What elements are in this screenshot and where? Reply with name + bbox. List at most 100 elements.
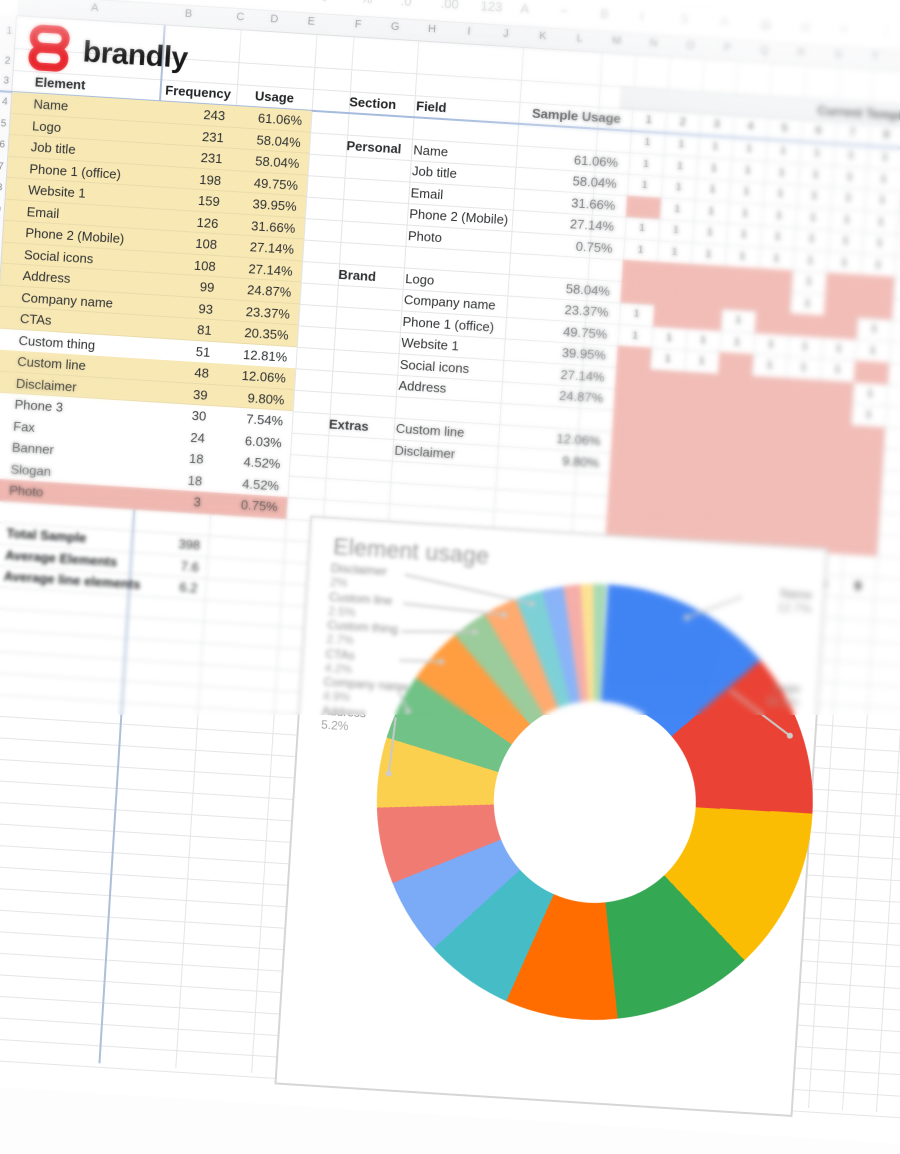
column-header-O[interactable]: O [686,39,695,52]
more-icon[interactable]: ⋮ [879,23,893,40]
template-usage-cell[interactable]: 1 [865,189,900,213]
template-usage-cell[interactable]: 1 [719,330,754,354]
template-usage-cell[interactable] [824,294,859,318]
template-usage-cell[interactable]: 1 [867,146,900,170]
template-usage-cell[interactable] [858,296,893,320]
template-usage-cell[interactable] [715,395,750,419]
borders-icon[interactable]: ⊞ [799,18,811,35]
template-usage-cell[interactable]: 1 [650,348,685,372]
template-usage-cell[interactable]: 1 [752,354,787,378]
column-header-D[interactable]: D [270,13,279,25]
template-usage-cell[interactable]: 1 [657,240,692,264]
template-total-cell[interactable]: 9 [840,575,875,599]
template-usage-cell[interactable] [643,455,678,479]
template-usage-cell[interactable] [710,481,745,505]
section-cell[interactable]: Brand [338,263,403,288]
column-header-M[interactable]: M [612,35,622,48]
template-usage-cell[interactable]: 1 [725,245,760,269]
template-usage-cell[interactable] [709,502,744,526]
template-usage-cell[interactable] [757,268,792,292]
template-usage-cell[interactable]: 1 [833,144,868,168]
column-header-E[interactable]: E [307,15,315,27]
template-usage-cell[interactable] [654,283,689,307]
template-usage-cell[interactable] [822,315,857,339]
template-usage-cell[interactable]: 1 [763,182,798,206]
template-usage-cell[interactable]: 1 [624,217,659,241]
template-usage-cell[interactable]: 1 [851,403,886,427]
template-usage-cell[interactable]: 1 [660,197,695,221]
template-usage-cell[interactable] [844,511,879,535]
column-header-T[interactable]: T [871,51,878,63]
template-usage-cell[interactable] [608,474,643,498]
template-usage-cell[interactable]: 1 [856,317,891,341]
template-usage-cell[interactable]: 1 [692,221,727,245]
template-usage-cell[interactable] [675,500,710,524]
template-usage-cell[interactable] [817,401,852,425]
template-usage-cell[interactable]: 1 [619,303,654,327]
decimal-decrease-icon[interactable]: .0 [400,0,412,9]
template-usage-cell[interactable] [814,444,849,468]
template-usage-cell[interactable] [683,371,718,395]
column-header-B[interactable]: B [184,8,192,20]
template-usage-cell[interactable]: 1 [790,292,825,316]
template-usage-cell[interactable] [850,425,885,449]
template-usage-cell[interactable] [782,421,817,445]
template-usage-cell[interactable] [783,399,818,423]
template-usage-cell[interactable] [848,446,883,470]
font-icon[interactable]: A [520,1,530,17]
summary-value[interactable]: 6.2 [128,573,198,599]
column-header-F[interactable]: F [354,18,361,30]
template-usage-cell[interactable] [742,504,777,528]
template-usage-cell[interactable]: 1 [691,242,726,266]
template-usage-cell[interactable]: 1 [760,225,795,249]
row-header-3[interactable]: 3 [0,67,10,91]
fill-color-icon[interactable]: ▦ [760,16,773,33]
template-usage-cell[interactable]: 1 [765,139,800,163]
template-column-number[interactable]: 7 [835,122,870,146]
column-header-A[interactable]: A [91,2,99,14]
template-column-number[interactable]: 8 [869,124,900,148]
template-usage-cell[interactable]: 1 [829,208,864,232]
strikethrough-icon[interactable]: S [680,11,690,27]
template-usage-cell[interactable] [609,453,644,477]
template-usage-cell[interactable] [780,442,815,466]
template-usage-cell[interactable] [723,266,758,290]
column-header-J[interactable]: J [503,28,509,40]
template-usage-cell[interactable]: 1 [794,227,829,251]
template-usage-cell[interactable]: 1 [863,210,898,234]
template-usage-cell[interactable] [607,496,642,520]
template-column-number[interactable]: 1 [631,109,666,133]
template-usage-cell[interactable]: 1 [862,232,897,256]
template-usage-cell[interactable]: 1 [791,270,826,294]
template-usage-cell[interactable] [649,369,684,393]
template-usage-cell[interactable]: 1 [729,180,764,204]
template-usage-cell[interactable]: 1 [759,247,794,271]
template-usage-cell[interactable]: 1 [799,142,834,166]
template-usage-cell[interactable] [689,264,724,288]
template-usage-cell[interactable]: 1 [753,333,788,357]
template-column-number[interactable]: 6 [801,120,836,144]
template-usage-cell[interactable] [784,378,819,402]
template-usage-cell[interactable]: 1 [855,339,890,363]
template-usage-cell[interactable] [778,485,813,509]
template-usage-cell[interactable] [611,431,646,455]
currency-icon[interactable]: $ [320,0,328,4]
template-usage-cell[interactable] [676,478,711,502]
zoom-icon[interactable]: ▾ [280,0,288,2]
template-usage-cell[interactable] [615,367,650,391]
column-header-P[interactable]: P [723,42,731,54]
font-size-icon[interactable]: − [560,3,569,18]
template-usage-cell[interactable]: 1 [664,133,699,157]
section-cell[interactable]: Extras [328,414,393,439]
column-header-G[interactable]: G [390,21,399,34]
template-column-number[interactable]: 5 [767,117,802,141]
template-usage-cell[interactable]: 1 [761,204,796,228]
template-usage-cell[interactable]: 1 [685,328,720,352]
template-usage-cell[interactable] [718,352,753,376]
template-column-number[interactable]: 3 [699,113,734,137]
column-header-S[interactable]: S [834,49,842,61]
template-usage-cell[interactable] [642,476,677,500]
template-usage-cell[interactable]: 1 [630,131,665,155]
template-usage-cell[interactable] [688,285,723,309]
